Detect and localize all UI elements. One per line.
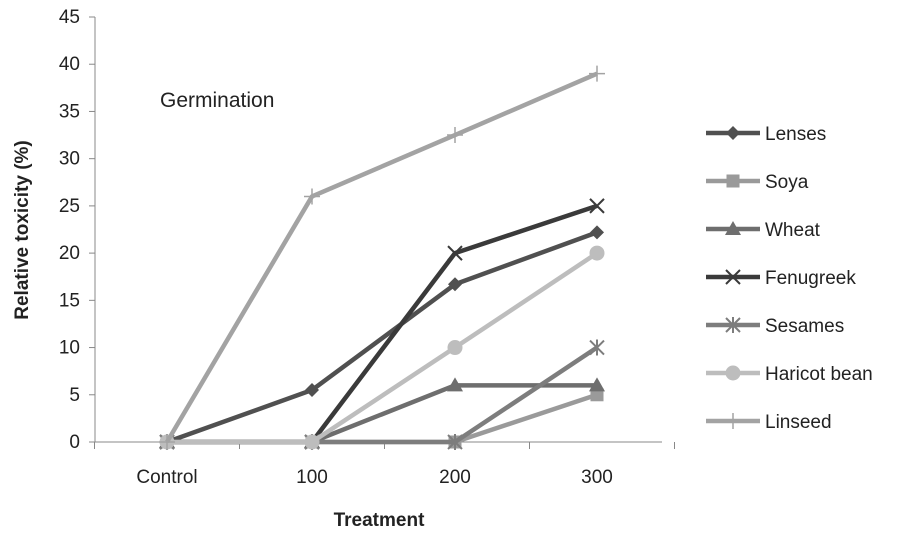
data-point (589, 377, 605, 392)
series-line (165, 71, 598, 444)
y-tick-label: 30 (59, 149, 80, 170)
y-tick-label: 15 (59, 290, 80, 311)
y-tick-label: 35 (59, 101, 80, 122)
data-point (305, 383, 319, 398)
data-point (304, 434, 320, 450)
series-haricot-bean (159, 245, 605, 450)
data-point (589, 198, 605, 214)
y-axis-title: Relative toxicity (%) (12, 140, 33, 320)
legend-item: Fenugreek (706, 268, 856, 289)
legend-item: Wheat (706, 220, 821, 241)
series-line (166, 230, 598, 445)
series-line (167, 203, 598, 445)
series-fenugreek (159, 198, 605, 450)
y-tick-label: 10 (59, 338, 80, 359)
data-point (304, 188, 320, 205)
x-tick-label: 300 (581, 467, 613, 488)
data-point (447, 434, 463, 450)
legend-label: Haricot bean (765, 364, 873, 385)
series-linseed (159, 65, 605, 450)
data-point (589, 339, 605, 356)
y-tick-label: 40 (59, 54, 80, 75)
y-tick-label: 25 (59, 196, 80, 217)
legend-marker (725, 269, 741, 285)
x-ticks: Control 100 200 300 (94, 442, 675, 488)
plot-area (159, 65, 605, 450)
x-tick-label: 200 (439, 467, 471, 488)
legend-marker (726, 174, 740, 188)
data-point (590, 388, 604, 402)
data-point (447, 245, 463, 261)
y-tick-label: 5 (69, 385, 80, 406)
x-tick-label: 100 (296, 467, 328, 488)
y-tick-label: 20 (59, 243, 80, 264)
legend-item: Sesames (706, 316, 844, 337)
series-line (167, 251, 599, 445)
legend-label: Lenses (765, 124, 826, 145)
data-point (159, 434, 175, 450)
y-tick-label: 0 (69, 432, 80, 453)
legend-item: Linseed (706, 412, 832, 433)
legend-label: Sesames (765, 316, 844, 337)
legend-item: Lenses (706, 124, 826, 145)
legend-item: Haricot bean (706, 364, 873, 385)
legend-label: Soya (765, 172, 809, 193)
data-point (589, 65, 605, 82)
legend-marker (725, 317, 741, 333)
data-point (447, 127, 463, 144)
legend-marker (725, 365, 741, 381)
y-ticks: 0 5 10 15 20 25 30 35 40 45 (59, 7, 95, 453)
data-point (590, 225, 604, 240)
legend-label: Linseed (765, 412, 832, 433)
legend-marker (726, 126, 740, 140)
x-tick-label: Control (136, 467, 197, 488)
data-point (589, 245, 605, 261)
legend-item: Soya (706, 172, 809, 193)
legend-marker (725, 221, 741, 235)
data-point (448, 277, 462, 292)
x-axis-title: Treatment (334, 510, 425, 531)
legend-label: Wheat (765, 220, 821, 241)
legend-label: Fenugreek (765, 268, 856, 289)
legend-marker (725, 413, 741, 429)
legend: Lenses Soya Wheat Fenugreek Sesames Haricot b… (706, 124, 873, 433)
y-tick-label: 45 (59, 7, 80, 28)
axes: 0 5 10 15 20 25 30 35 40 45 Control 100 200 300 (59, 7, 675, 488)
annotation-label: Germination (160, 89, 274, 112)
data-point (447, 340, 463, 356)
data-point (447, 377, 463, 392)
